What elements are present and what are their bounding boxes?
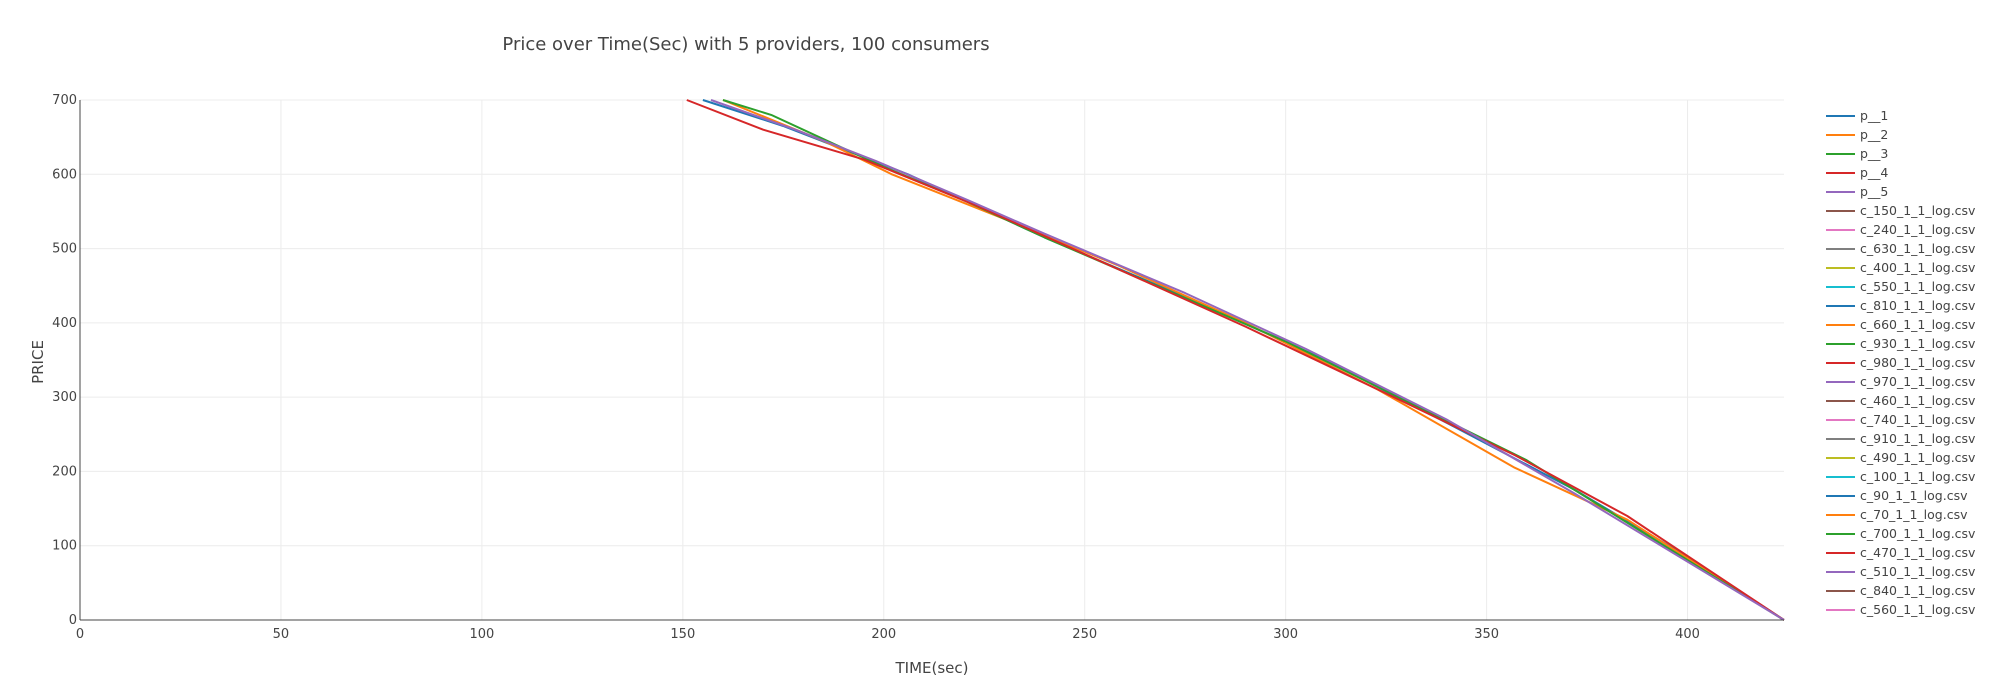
x-tick-label: 300 (1273, 627, 1298, 642)
legend-item[interactable]: c_560_1_1_log.csv (1826, 602, 1976, 617)
legend-label: c_810_1_1_log.csv (1860, 298, 1976, 313)
legend-label: p__1 (1860, 108, 1888, 123)
legend-item[interactable]: c_660_1_1_log.csv (1826, 317, 1976, 332)
legend-item[interactable]: p__5 (1826, 184, 1888, 199)
legend-label: p__2 (1860, 127, 1888, 142)
x-axis-title: TIME(sec) (894, 659, 968, 677)
legend-item[interactable]: c_930_1_1_log.csv (1826, 336, 1976, 351)
legend-label: p__4 (1860, 165, 1888, 180)
legend-label: c_400_1_1_log.csv (1860, 260, 1976, 275)
legend-label: c_700_1_1_log.csv (1860, 526, 1976, 541)
legend-item[interactable]: p__1 (1826, 108, 1888, 123)
y-tick-label: 100 (52, 539, 77, 554)
legend-label: c_470_1_1_log.csv (1860, 545, 1976, 560)
legend-label: c_240_1_1_log.csv (1860, 222, 1976, 237)
legend-item[interactable]: c_740_1_1_log.csv (1826, 412, 1976, 427)
grid-lines (80, 99, 1784, 620)
legend-label: c_560_1_1_log.csv (1860, 602, 1976, 617)
legend-label: c_490_1_1_log.csv (1860, 450, 1976, 465)
legend-label: c_150_1_1_log.csv (1860, 203, 1976, 218)
y-tick-label: 600 (52, 167, 77, 182)
series-line-p-5 (710, 99, 1785, 621)
x-tick-label: 0 (76, 627, 84, 642)
series-lines (686, 99, 1785, 621)
legend-label: c_660_1_1_log.csv (1860, 317, 1976, 332)
x-tick-label: 400 (1675, 627, 1700, 642)
x-tick-label: 200 (871, 627, 896, 642)
legend-item[interactable]: c_810_1_1_log.csv (1826, 298, 1976, 313)
y-tick-label: 0 (69, 613, 77, 628)
legend-item[interactable]: c_970_1_1_log.csv (1826, 374, 1976, 389)
series-line-p-4 (686, 99, 1785, 621)
legend-label: c_970_1_1_log.csv (1860, 374, 1976, 389)
legend-item[interactable]: c_490_1_1_log.csv (1826, 450, 1976, 465)
series-line-p-3 (722, 99, 1785, 621)
legend-label: c_630_1_1_log.csv (1860, 241, 1976, 256)
x-axis-ticks: 0 50 100 150 200 250 300 350 400 (76, 627, 1700, 642)
legend-label: p__5 (1860, 184, 1888, 199)
legend-label: p__3 (1860, 146, 1888, 161)
legend-item[interactable]: c_240_1_1_log.csv (1826, 222, 1976, 237)
legend-label: c_90_1_1_log.csv (1860, 488, 1968, 503)
legend-item[interactable]: c_550_1_1_log.csv (1826, 279, 1976, 294)
legend: p__1 p__2 p__3 p__4 p__5 c_150_1_1_log.csv c_2… (1826, 108, 1976, 617)
x-tick-label: 350 (1474, 627, 1499, 642)
legend-label: c_460_1_1_log.csv (1860, 393, 1976, 408)
legend-item[interactable]: c_910_1_1_log.csv (1826, 431, 1976, 446)
legend-item[interactable]: c_630_1_1_log.csv (1826, 241, 1976, 256)
x-tick-label: 100 (469, 627, 494, 642)
y-tick-label: 200 (52, 464, 77, 479)
chart-title: Price over Time(Sec) with 5 providers, 1… (502, 34, 989, 55)
legend-label: c_910_1_1_log.csv (1860, 431, 1976, 446)
legend-item[interactable]: p__3 (1826, 146, 1888, 161)
legend-item[interactable]: c_460_1_1_log.csv (1826, 393, 1976, 408)
legend-item[interactable]: c_100_1_1_log.csv (1826, 469, 1976, 484)
legend-item[interactable]: c_150_1_1_log.csv (1826, 203, 1976, 218)
x-tick-label: 150 (670, 627, 695, 642)
legend-label: c_100_1_1_log.csv (1860, 469, 1976, 484)
legend-label: c_840_1_1_log.csv (1860, 583, 1976, 598)
y-tick-label: 700 (52, 93, 77, 108)
legend-item[interactable]: c_90_1_1_log.csv (1826, 488, 1968, 503)
legend-item[interactable]: c_70_1_1_log.csv (1826, 507, 1968, 522)
y-axis-ticks: 0 100 200 300 400 500 600 700 (52, 93, 77, 628)
legend-item[interactable]: c_700_1_1_log.csv (1826, 526, 1976, 541)
legend-item[interactable]: c_470_1_1_log.csv (1826, 545, 1976, 560)
legend-label: c_550_1_1_log.csv (1860, 279, 1976, 294)
y-axis-title: PRICE (29, 340, 47, 384)
legend-item[interactable]: c_400_1_1_log.csv (1826, 260, 1976, 275)
legend-item[interactable]: c_840_1_1_log.csv (1826, 583, 1976, 598)
legend-item[interactable]: c_510_1_1_log.csv (1826, 564, 1976, 579)
y-tick-label: 500 (52, 242, 77, 257)
legend-label: c_980_1_1_log.csv (1860, 355, 1976, 370)
legend-item[interactable]: c_980_1_1_log.csv (1826, 355, 1976, 370)
legend-item[interactable]: p__2 (1826, 127, 1888, 142)
axes (79, 100, 1784, 621)
legend-label: c_930_1_1_log.csv (1860, 336, 1976, 351)
legend-item[interactable]: p__4 (1826, 165, 1888, 180)
legend-label: c_510_1_1_log.csv (1860, 564, 1976, 579)
legend-label: c_740_1_1_log.csv (1860, 412, 1976, 427)
y-tick-label: 400 (52, 316, 77, 331)
x-tick-label: 250 (1072, 627, 1097, 642)
y-tick-label: 300 (52, 390, 77, 405)
legend-label: c_70_1_1_log.csv (1860, 507, 1968, 522)
x-tick-label: 50 (273, 627, 290, 642)
